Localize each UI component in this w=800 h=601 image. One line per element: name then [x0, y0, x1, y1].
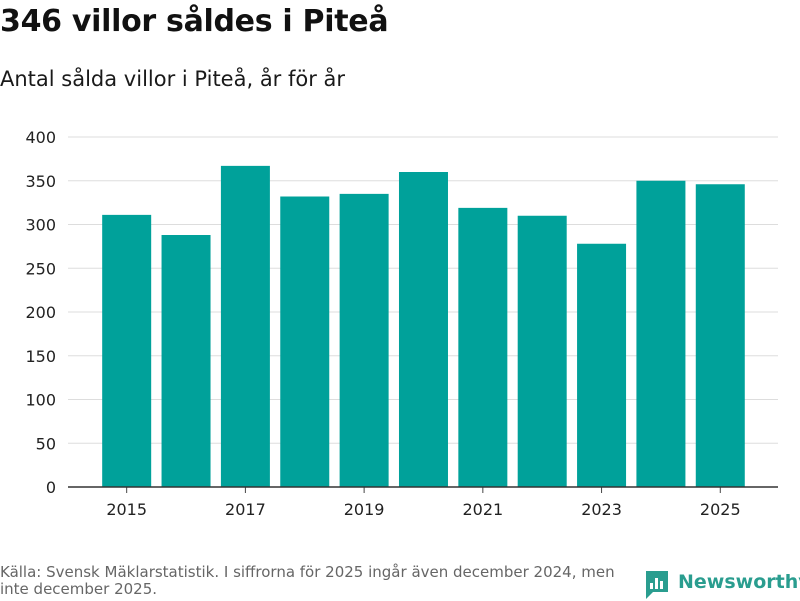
y-tick-label: 350	[25, 172, 56, 191]
bar-2015	[102, 214, 152, 487]
newsworthy-logo-icon	[646, 571, 668, 599]
x-tick-label: 2019	[344, 500, 385, 519]
x-tick-label: 2021	[462, 500, 503, 519]
chart-subtitle: Antal sålda villor i Piteå, år för år	[0, 67, 346, 91]
x-axis-ticks: 2015 2017 2019 2021 2023 2025	[106, 487, 741, 519]
y-tick-label: 400	[25, 128, 56, 147]
chart-title: 346 villor såldes i Piteå	[0, 4, 389, 39]
bar-2019	[339, 193, 389, 487]
y-tick-label: 100	[25, 391, 56, 410]
y-axis-ticks: 0 50 100 150 200 250 300 350 400	[25, 128, 56, 497]
bar-2021	[458, 207, 508, 487]
y-tick-label: 50	[36, 434, 56, 453]
y-tick-label: 300	[25, 216, 56, 235]
brand-name: Newsworthy	[678, 571, 800, 593]
x-tick-label: 2015	[106, 500, 147, 519]
x-tick-label: 2017	[225, 500, 266, 519]
bar-2020	[398, 172, 448, 487]
bar-2022	[517, 215, 567, 487]
bar-chart: 0 50 100 150 200 250 300 350 400 2015 2017 2019 202…	[25, 128, 778, 519]
y-tick-label: 200	[25, 303, 56, 322]
y-tick-label: 250	[25, 259, 56, 278]
x-tick-label: 2023	[581, 500, 622, 519]
bar-2016	[161, 235, 211, 487]
y-tick-label: 0	[46, 478, 56, 497]
bar-2017	[220, 165, 270, 487]
bar-2025	[695, 184, 745, 487]
bar-2018	[280, 196, 330, 487]
source-note: Källa: Svensk Mäklarstatistik. I siffror…	[0, 563, 615, 598]
x-tick-label: 2025	[700, 500, 741, 519]
bar-2023	[577, 243, 627, 487]
bar-2024	[636, 180, 686, 487]
brand-logo: Newsworthy	[644, 569, 800, 601]
bars	[102, 165, 745, 487]
y-tick-label: 150	[25, 347, 56, 366]
